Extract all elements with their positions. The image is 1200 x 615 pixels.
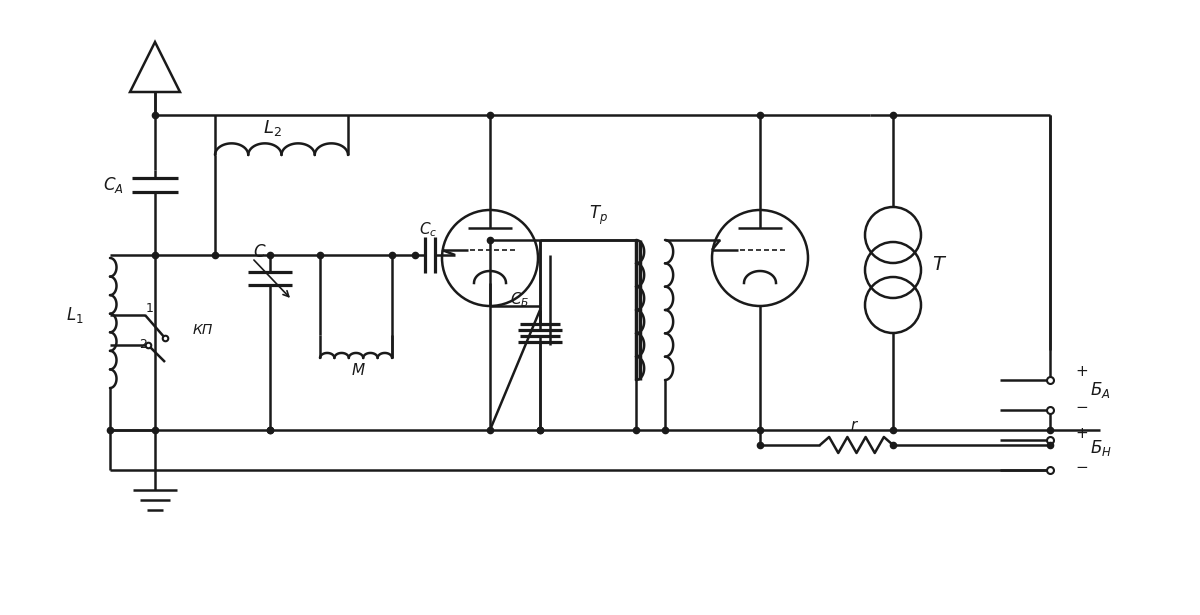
Text: $C_c$: $C_c$ xyxy=(419,221,437,239)
Text: $T$: $T$ xyxy=(932,255,948,274)
Text: $L_1$: $L_1$ xyxy=(66,305,84,325)
Text: $+$: $+$ xyxy=(1075,365,1088,379)
Text: $-$: $-$ xyxy=(1075,459,1088,474)
Text: $Б_Н$: $Б_Н$ xyxy=(1090,438,1112,458)
Text: $T_р$: $T_р$ xyxy=(588,204,607,226)
Text: $+$: $+$ xyxy=(1075,426,1088,440)
Text: $C$: $C$ xyxy=(253,243,266,261)
Text: $-$: $-$ xyxy=(1075,397,1088,413)
Text: $L_2$: $L_2$ xyxy=(263,118,281,138)
Text: $C_Б$: $C_Б$ xyxy=(510,291,529,309)
Text: $r$: $r$ xyxy=(851,418,859,432)
Text: $Б_А$: $Б_А$ xyxy=(1090,380,1110,400)
Text: 1: 1 xyxy=(146,301,154,314)
Text: 2: 2 xyxy=(139,338,146,352)
Text: $C_А$: $C_А$ xyxy=(103,175,124,195)
Text: $M$: $M$ xyxy=(350,362,365,378)
Text: КП: КП xyxy=(193,323,214,337)
